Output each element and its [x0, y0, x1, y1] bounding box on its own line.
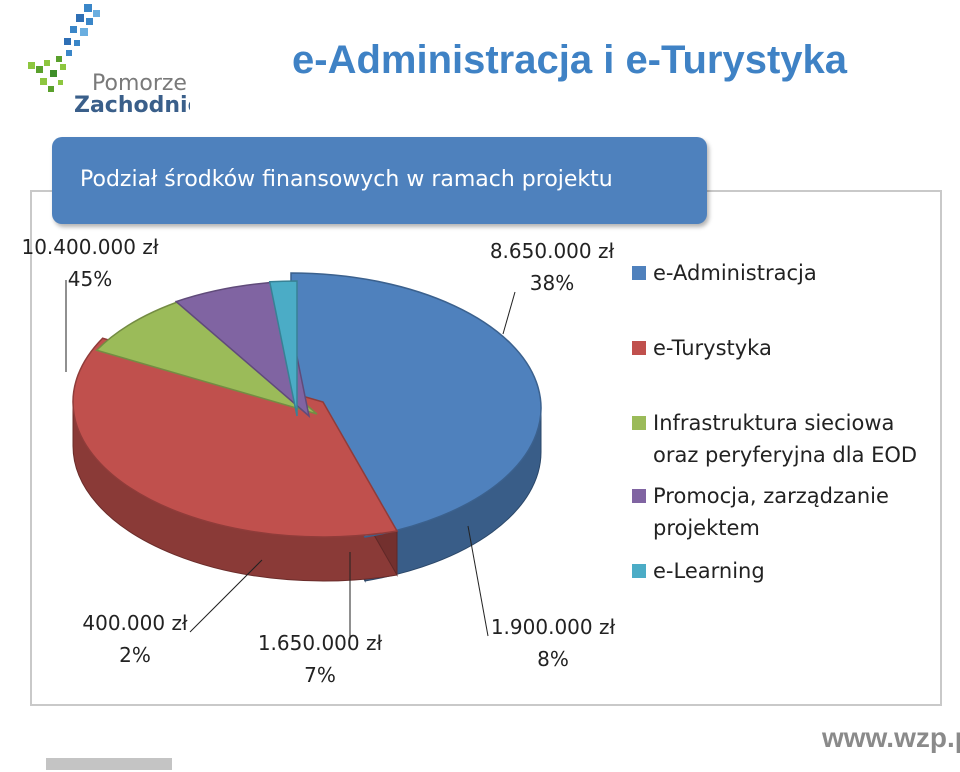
- legend: e-Administracja e-Turystyka Infrastruktura…: [632, 261, 917, 583]
- footer-url: www.wzp.pl: [822, 722, 960, 753]
- footer-bar: [46, 758, 172, 770]
- slice-percent-label-2: 38%: [530, 271, 574, 295]
- legend-swatch-5: [632, 564, 646, 578]
- slice-amount-label-5: 400.000 zł: [82, 611, 188, 635]
- legend-label-3-line2: oraz peryferyjna dla EOD: [653, 443, 917, 467]
- slice-amount-label-4: 1.650.000 zł: [258, 631, 383, 655]
- slice-percent-label-3: 8%: [537, 647, 569, 671]
- legend-swatch-1: [632, 266, 646, 280]
- slice-amount-label-2: 8.650.000 zł: [490, 239, 615, 263]
- slice-labels: 10.400.000 zł 45% 8.650.000 zł 38% 1.900.000…: [21, 235, 615, 687]
- pomorze-zachodnie-logo: Pomorze Zachodnie: [28, 4, 190, 118]
- slice-percent-label-5: 2%: [119, 643, 151, 667]
- logo-mark: [28, 4, 100, 92]
- slice-amount-label-3: 1.900.000 zł: [491, 615, 616, 639]
- chart-title-banner: Podział środków finansowych w ramach pro…: [52, 137, 707, 224]
- legend-label-5: e-Learning: [653, 559, 765, 583]
- legend-label-2: e-Turystyka: [653, 336, 772, 360]
- slice-percent-label-1: 45%: [68, 267, 112, 291]
- leader-line-3: [467, 525, 489, 637]
- chart-title: Podział środków finansowych w ramach pro…: [80, 167, 613, 192]
- legend-swatch-2: [632, 341, 646, 355]
- legend-swatch-3: [632, 416, 646, 430]
- pie-slice-5: [268, 280, 298, 417]
- logo-text-line2: Zachodnie: [74, 93, 190, 118]
- legend-label-4-line1: Promocja, zarządzanie: [653, 484, 889, 508]
- leader-line-5: [189, 559, 263, 633]
- page-title: e-Administracja i e-Turystyka: [292, 38, 848, 82]
- slice-percent-label-4: 7%: [304, 663, 336, 687]
- logo-text-line1: Pomorze: [92, 71, 187, 96]
- leader-lines: [65, 280, 516, 638]
- legend-swatch-4: [632, 489, 646, 503]
- slice-amount-label-1: 10.400.000 zł: [21, 235, 158, 259]
- legend-label-3-line1: Infrastruktura sieciowa: [653, 411, 894, 435]
- pie-slice-2: [72, 337, 399, 538]
- pie-slices: [72, 272, 542, 583]
- legend-label-1: e-Administracja: [653, 261, 817, 285]
- leader-line-2: [502, 291, 516, 335]
- legend-label-4-line2: projektem: [653, 516, 760, 540]
